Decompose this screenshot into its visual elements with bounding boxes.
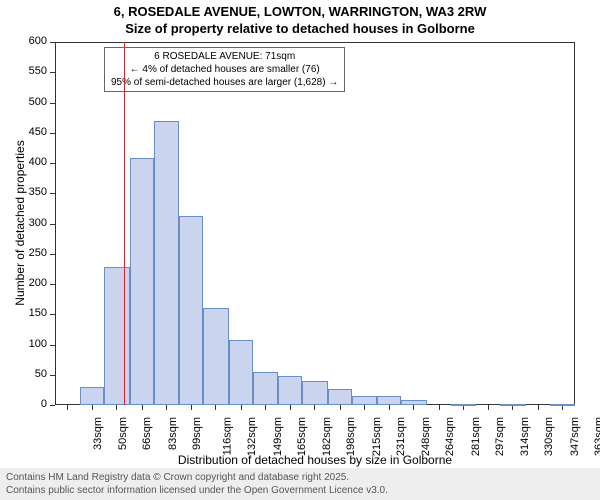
histogram-bar [328,389,352,405]
y-tick [50,345,55,346]
x-tick-label: 363sqm [593,417,600,456]
title-block: 6, ROSEDALE AVENUE, LOWTON, WARRINGTON, … [0,0,600,38]
x-tick-label: 50sqm [117,417,129,450]
reference-line [124,42,125,405]
x-tick [439,405,440,410]
x-tick [166,405,167,410]
x-tick-label: 165sqm [296,417,308,456]
x-tick [290,405,291,410]
y-tick-label: 50 [0,368,47,380]
footer: Contains HM Land Registry data © Crown c… [0,468,600,500]
x-tick-label: 215sqm [371,417,383,456]
histogram-bar [229,340,253,405]
x-tick-label: 116sqm [222,417,234,455]
x-tick [413,405,414,410]
y-tick-label: 600 [0,35,47,47]
y-tick [50,405,55,406]
x-tick [67,405,68,410]
y-tick [50,375,55,376]
y-tick [50,133,55,134]
x-tick-label: 314sqm [519,417,531,456]
x-tick-label: 99sqm [191,417,203,450]
x-tick [116,405,117,410]
y-tick-label: 100 [0,338,47,350]
histogram-bar [154,121,179,405]
histogram-bar [550,404,575,406]
x-tick [340,405,341,410]
x-tick [364,405,365,410]
y-tick-label: 500 [0,96,47,108]
histogram-bar [401,400,426,405]
histogram-bar [203,308,228,405]
annotation-line-1: 6 ROSEDALE AVENUE: 71sqm [111,50,338,63]
x-tick [538,405,539,410]
x-tick-label: 297sqm [494,417,506,456]
histogram-bar [302,381,327,405]
y-tick [50,224,55,225]
x-tick [389,405,390,410]
y-tick-label: 450 [0,126,47,138]
x-tick-label: 330sqm [543,417,555,456]
x-tick [314,405,315,410]
histogram-bar [278,376,302,405]
y-tick [50,103,55,104]
x-tick [265,405,266,410]
y-tick-label: 300 [0,217,47,229]
y-tick [50,193,55,194]
x-tick-label: 248sqm [420,417,432,456]
footer-line-1: Contains HM Land Registry data © Crown c… [6,471,594,484]
histogram-bar [130,158,154,405]
histogram-bar [253,372,278,405]
y-tick [50,284,55,285]
histogram-bar [179,216,203,405]
x-tick-label: 182sqm [321,417,333,456]
y-tick-label: 550 [0,65,47,77]
x-tick [488,405,489,410]
y-tick-label: 400 [0,156,47,168]
y-tick-label: 350 [0,186,47,198]
x-tick-label: 132sqm [246,417,258,456]
y-tick [50,42,55,43]
histogram-bar [451,404,476,406]
chart-container: 6, ROSEDALE AVENUE, LOWTON, WARRINGTON, … [0,0,600,500]
histogram-bar [352,396,377,405]
footer-line-2: Contains public sector information licen… [6,484,594,497]
histogram-bar [500,404,525,406]
x-tick [142,405,143,410]
y-tick [50,314,55,315]
x-tick-label: 281sqm [470,417,482,456]
x-tick [241,405,242,410]
y-tick-label: 0 [0,398,47,410]
annotation-line-2: ← 4% of detached houses are smaller (76) [111,63,338,76]
y-tick-label: 250 [0,247,47,259]
x-tick-label: 33sqm [92,417,104,450]
x-tick-label: 149sqm [272,417,284,456]
annotation-line-3: 95% of semi-detached houses are larger (… [111,76,338,89]
title-line-1: 6, ROSEDALE AVENUE, LOWTON, WARRINGTON, … [0,4,600,21]
x-tick-label: 83sqm [167,417,179,450]
x-tick [92,405,93,410]
histogram-bar [80,387,104,405]
y-tick [50,254,55,255]
x-tick [215,405,216,410]
y-tick [50,163,55,164]
y-tick [50,72,55,73]
x-tick-label: 347sqm [569,417,581,456]
histogram-bar [377,396,401,405]
title-line-2: Size of property relative to detached ho… [0,21,600,38]
y-tick-label: 150 [0,307,47,319]
histogram-bar [104,267,129,405]
x-tick-label: 66sqm [141,417,153,450]
x-tick-label: 264sqm [444,417,456,456]
x-tick [191,405,192,410]
x-tick-label: 198sqm [345,417,357,456]
y-tick-label: 200 [0,277,47,289]
x-tick-label: 231sqm [395,417,407,456]
annotation-box: 6 ROSEDALE AVENUE: 71sqm ← 4% of detache… [104,47,345,92]
